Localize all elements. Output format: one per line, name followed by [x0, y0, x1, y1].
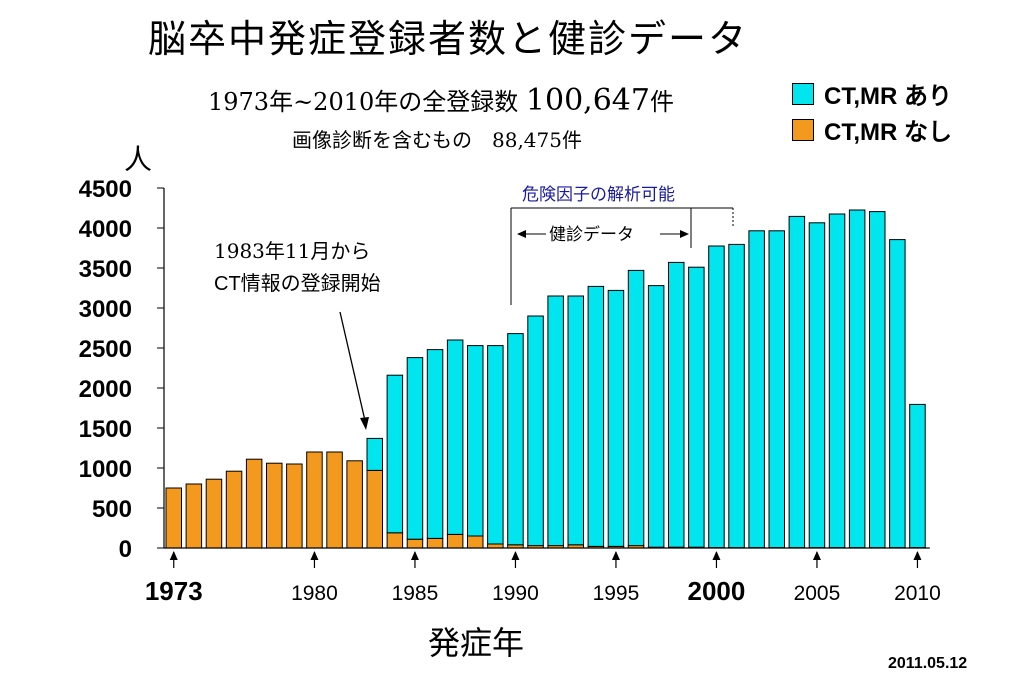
- x-tick-arrowhead-1990: [511, 551, 520, 560]
- bar-1994-ct-mr-yes: [587, 285, 605, 547]
- bar-1984-ct-mr-no: [386, 532, 404, 549]
- bar-1993-ct-mr-yes: [567, 295, 584, 546]
- total-registrations-unit: 件: [649, 88, 674, 116]
- total-registrations: 1973年~2010年の全登録数 100,647件: [208, 82, 674, 118]
- bar-2010-ct-mr-yes: [909, 403, 926, 549]
- x-tick-label-1973: 1973: [145, 576, 203, 606]
- bar-2007-ct-mr-yes: [848, 209, 866, 549]
- bar-2005-ct-mr-yes: [808, 222, 826, 549]
- bar-1985-ct-mr-yes: [406, 357, 424, 540]
- bar-1983-ct-mr-no: [366, 469, 383, 549]
- x-tick-label-1995: 1995: [593, 582, 640, 605]
- bar-1973-ct-mr-no: [165, 487, 182, 549]
- ct-start-annotation-line2: CT情報の登録開始: [214, 272, 381, 295]
- bar-group: [165, 209, 926, 549]
- ct-start-annotation-line1: 1983年11月から: [214, 239, 370, 263]
- bar-1996-ct-mr-yes: [627, 269, 645, 547]
- y-tick-label: 2000: [79, 376, 132, 403]
- ct-start-arrow: [339, 311, 367, 426]
- bar-1998-ct-mr-yes: [668, 261, 685, 548]
- bar-1988-ct-mr-yes: [467, 345, 484, 537]
- bar-1986-ct-mr-no: [426, 537, 444, 549]
- bar-1984-ct-mr-yes: [386, 374, 404, 534]
- health-check-arrowhead-right: [680, 230, 689, 238]
- x-tick-arrowhead-1980: [310, 551, 319, 560]
- legend-item-ct-mr-yes: CT,MR あり: [792, 76, 952, 111]
- bar-2008-ct-mr-yes: [869, 211, 886, 549]
- x-tick-label-1985: 1985: [392, 582, 439, 605]
- x-tick-label-2010: 2010: [894, 582, 941, 605]
- y-tick-label: 4500: [79, 176, 132, 203]
- bar-1999-ct-mr-yes: [688, 266, 705, 548]
- annotation-group: 1983年11月から CT情報の登録開始 危険因子の解析可能 健診データ: [214, 185, 734, 430]
- legend-label-ct-mr-yes: CT,MR あり: [824, 83, 952, 110]
- x-tick-label-1980: 1980: [291, 582, 338, 605]
- bar-1997-ct-mr-yes: [647, 285, 665, 548]
- bar-1989-ct-mr-yes: [487, 345, 504, 545]
- y-tick-label: 4000: [79, 216, 132, 243]
- bar-1986-ct-mr-yes: [426, 349, 444, 539]
- x-tick-arrowhead-2010: [913, 551, 922, 560]
- total-registrations-label: 1973年~2010年の全登録数: [208, 88, 519, 116]
- bar-1979-ct-mr-no: [286, 463, 303, 549]
- y-axis-label: 人: [124, 143, 153, 176]
- imaging-registrations: 画像診断を含むもの 88,475件: [292, 128, 582, 152]
- bar-2003-ct-mr-yes: [768, 230, 785, 549]
- bar-2009-ct-mr-yes: [889, 239, 906, 549]
- bar-1976-ct-mr-no: [225, 470, 243, 549]
- y-tick-label: 2500: [79, 336, 132, 363]
- risk-factor-annotation: 危険因子の解析可能: [522, 185, 675, 204]
- bar-1982-ct-mr-no: [346, 460, 363, 549]
- health-check-annotation: 健診データ: [549, 224, 634, 244]
- bar-2000-ct-mr-yes: [708, 245, 725, 549]
- x-tick-arrowhead-2000: [712, 551, 721, 560]
- y-tick-label: 3000: [79, 296, 132, 323]
- axes: [163, 188, 930, 549]
- tick-group: 0 500 1000 1500 2000 2500 3000 3500 4000 4500 1973…: [79, 176, 941, 606]
- bar-1974-ct-mr-no: [185, 483, 203, 549]
- bar-2004-ct-mr-yes: [788, 215, 806, 549]
- x-tick-arrowhead-2005: [812, 551, 821, 560]
- bar-1988-ct-mr-no: [467, 535, 484, 549]
- x-tick-label-2000: 2000: [688, 576, 746, 606]
- legend-item-ct-mr-no: CT,MR なし: [792, 112, 952, 147]
- ct-start-arrowhead: [360, 417, 369, 430]
- date-stamp: 2011.05.12: [888, 655, 968, 672]
- health-check-arrowhead-left: [517, 230, 526, 238]
- y-tick-label: 3500: [79, 256, 132, 283]
- total-registrations-count: 100,647: [525, 83, 650, 118]
- y-tick-label: 500: [92, 496, 132, 523]
- chart-title: 脳卒中発症登録者数と健診データ: [148, 17, 749, 61]
- bar-1975-ct-mr-no: [205, 478, 223, 549]
- x-tick-label-1990: 1990: [492, 582, 539, 605]
- y-tick-label: 1500: [79, 416, 132, 443]
- x-tick-arrowhead-1985: [410, 551, 419, 560]
- y-tick-label: 0: [119, 536, 132, 563]
- bar-1981-ct-mr-no: [326, 451, 343, 549]
- x-tick-arrowhead-1995: [611, 551, 620, 560]
- bar-2001-ct-mr-yes: [728, 243, 745, 549]
- legend-label-ct-mr-no: CT,MR なし: [824, 119, 952, 146]
- legend-swatch-ct-mr-yes: [792, 82, 814, 105]
- x-tick-label-2005: 2005: [794, 582, 841, 605]
- bar-1991-ct-mr-yes: [527, 315, 544, 547]
- bar-1990-ct-mr-yes: [507, 333, 524, 546]
- bar-1977-ct-mr-no: [245, 458, 263, 549]
- bar-2006-ct-mr-yes: [828, 213, 846, 549]
- bar-1987-ct-mr-no: [446, 533, 464, 549]
- bar-1992-ct-mr-yes: [547, 295, 564, 547]
- bar-1995-ct-mr-yes: [607, 289, 625, 547]
- x-axis-label: 発症年: [428, 624, 525, 662]
- y-tick-label: 1000: [79, 456, 132, 483]
- bar-1983-ct-mr-yes: [366, 437, 383, 471]
- bar-1985-ct-mr-no: [406, 538, 424, 549]
- bar-2002-ct-mr-yes: [748, 230, 765, 549]
- bar-1980-ct-mr-no: [306, 451, 323, 549]
- x-tick-arrowhead-1973: [169, 551, 178, 560]
- bar-1978-ct-mr-no: [266, 462, 283, 549]
- legend-swatch-ct-mr-no: [792, 118, 814, 141]
- bar-1987-ct-mr-yes: [446, 339, 464, 535]
